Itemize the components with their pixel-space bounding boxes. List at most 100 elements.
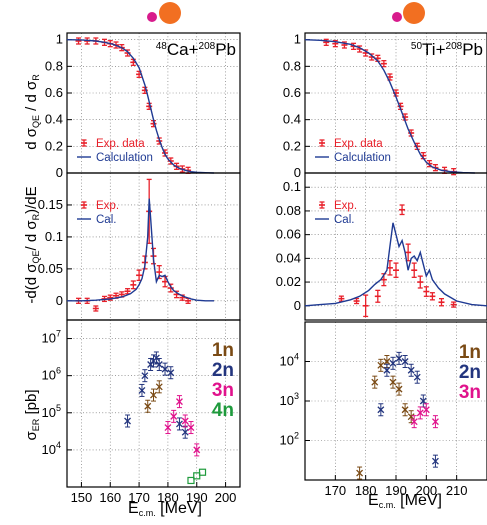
exp-data-point bbox=[338, 295, 345, 302]
y-tick-label: 0 bbox=[56, 293, 63, 308]
data-point-2n bbox=[175, 417, 183, 431]
panel-frame bbox=[66, 319, 241, 488]
chart-left-mid: 0 0.05 0.1 0.15 Exp. Cal. bbox=[38, 172, 241, 321]
exp-data-point bbox=[362, 294, 369, 318]
chart-right-mid: 0 0.02 0.04 0.06 0.08 0.1 Exp. Cal. bbox=[276, 172, 487, 321]
data-point-2n bbox=[124, 414, 132, 428]
legend-entry: Exp. data bbox=[96, 138, 145, 150]
calc-line bbox=[304, 222, 487, 307]
x-tick-label: 190 bbox=[385, 483, 407, 498]
data-point-2n bbox=[152, 351, 160, 365]
xlabel-right: Ec.m. [MeV] bbox=[368, 492, 442, 510]
data-point-3n bbox=[164, 421, 172, 435]
data-point-3n bbox=[175, 395, 183, 409]
exp-data-point bbox=[411, 262, 418, 278]
channel-label: 4n bbox=[212, 400, 234, 421]
y-tick-label: 0.6 bbox=[283, 85, 301, 100]
y-tick-label: 0.15 bbox=[38, 197, 63, 212]
ylabel-mid-left: -d(d σQE/ d σR)/dE bbox=[23, 186, 41, 303]
channel-label: 3n bbox=[459, 382, 481, 403]
x-tick-label: 170 bbox=[324, 483, 346, 498]
y-tick-label: 0.1 bbox=[283, 179, 301, 194]
x-tick-label: 210 bbox=[446, 483, 468, 498]
svg-text:d σQE / d σR: d σQE / d σR bbox=[23, 74, 41, 150]
exp-data-point bbox=[107, 294, 114, 301]
data-point-2n bbox=[413, 370, 421, 384]
x-tick-label: 200 bbox=[215, 490, 237, 505]
legend: Exp. Cal. bbox=[77, 200, 119, 226]
y-tick-label: 0 bbox=[294, 298, 301, 313]
panel-frame bbox=[66, 32, 241, 174]
exp-data-point bbox=[380, 60, 387, 68]
y-tick-label: 0.4 bbox=[283, 112, 301, 127]
x-tick-label: 180 bbox=[355, 483, 377, 498]
data-point-3n bbox=[187, 421, 195, 435]
y-tick-label: 0.2 bbox=[45, 138, 63, 153]
legend-entry: Exp. bbox=[334, 200, 357, 212]
data-point-2n bbox=[141, 369, 149, 383]
legend-entry: Calculation bbox=[334, 152, 391, 164]
exp-data-point bbox=[417, 275, 424, 289]
exp-data-point bbox=[429, 292, 436, 301]
data-point-2n bbox=[155, 357, 163, 371]
data-point-2n bbox=[181, 425, 189, 439]
legend-entry: Exp. bbox=[96, 200, 119, 212]
data-point-2n bbox=[401, 355, 409, 368]
y-tick-label: 1 bbox=[294, 32, 301, 47]
data-point-1n bbox=[377, 358, 385, 372]
exp-data-point bbox=[130, 280, 137, 290]
data-point-3n bbox=[431, 415, 439, 429]
data-point-1n bbox=[395, 382, 403, 396]
channel-label: 2n bbox=[212, 360, 234, 381]
chart-left-top: 0 0.2 0.4 0.6 0.8 1 Exp. data Calculation 48Ca+2… bbox=[45, 32, 241, 180]
data-point-4n bbox=[187, 476, 195, 485]
exp-data-point bbox=[341, 41, 348, 49]
data-point-3n bbox=[170, 409, 178, 423]
data-point-3n bbox=[193, 443, 201, 457]
svg-text:-d(d σQE/ d σR)/dE: -d(d σQE/ d σR)/dE bbox=[23, 186, 41, 303]
x-tick-label: 150 bbox=[71, 490, 93, 505]
exp-data-point bbox=[124, 288, 131, 295]
panel-frame bbox=[304, 172, 487, 321]
legend-entry: Cal. bbox=[334, 214, 354, 226]
data-point-2n bbox=[407, 363, 415, 377]
calc-line bbox=[304, 39, 475, 174]
data-point-2n bbox=[419, 394, 427, 408]
exp-data-point bbox=[167, 283, 174, 293]
x-tick-label: 160 bbox=[99, 490, 121, 505]
y-tick-label: 0.2 bbox=[283, 138, 301, 153]
x-tick-label: 180 bbox=[157, 490, 179, 505]
data-point-2n bbox=[395, 351, 403, 365]
legend-entry: Calculation bbox=[96, 152, 153, 164]
exp-data-point bbox=[350, 42, 357, 50]
data-point-1n bbox=[401, 403, 409, 417]
data-point-1n bbox=[150, 388, 157, 402]
exp-data-point bbox=[374, 289, 381, 303]
y-tick-label: 105 bbox=[42, 403, 61, 420]
data-point-2n bbox=[167, 366, 175, 380]
data-point-1n bbox=[144, 399, 152, 413]
legend-entry: Exp. data bbox=[334, 138, 383, 150]
reaction-label: 48Ca+208Pb bbox=[156, 40, 236, 59]
y-tick-label: 0.04 bbox=[276, 250, 301, 265]
data-point-3n bbox=[422, 403, 430, 417]
channel-label: 2n bbox=[459, 362, 481, 383]
y-tick-label: 102 bbox=[280, 431, 299, 448]
exp-data-point bbox=[399, 204, 406, 216]
channel-label: 1n bbox=[459, 342, 481, 363]
y-tick-label: 0.4 bbox=[45, 112, 63, 127]
exp-data-point bbox=[75, 37, 82, 45]
ylabel-top-left: d σQE / d σR bbox=[23, 74, 41, 150]
data-point-2n bbox=[383, 363, 391, 377]
y-tick-label: 0.08 bbox=[276, 203, 301, 218]
data-point-2n bbox=[431, 454, 439, 468]
legend: Exp. Cal. bbox=[315, 200, 357, 226]
exp-data-point bbox=[450, 301, 457, 308]
nucleus-icon-right bbox=[392, 2, 425, 24]
y-tick-label: 0.1 bbox=[45, 229, 63, 244]
data-point-3n bbox=[410, 415, 418, 429]
channel-label: 3n bbox=[212, 380, 234, 401]
